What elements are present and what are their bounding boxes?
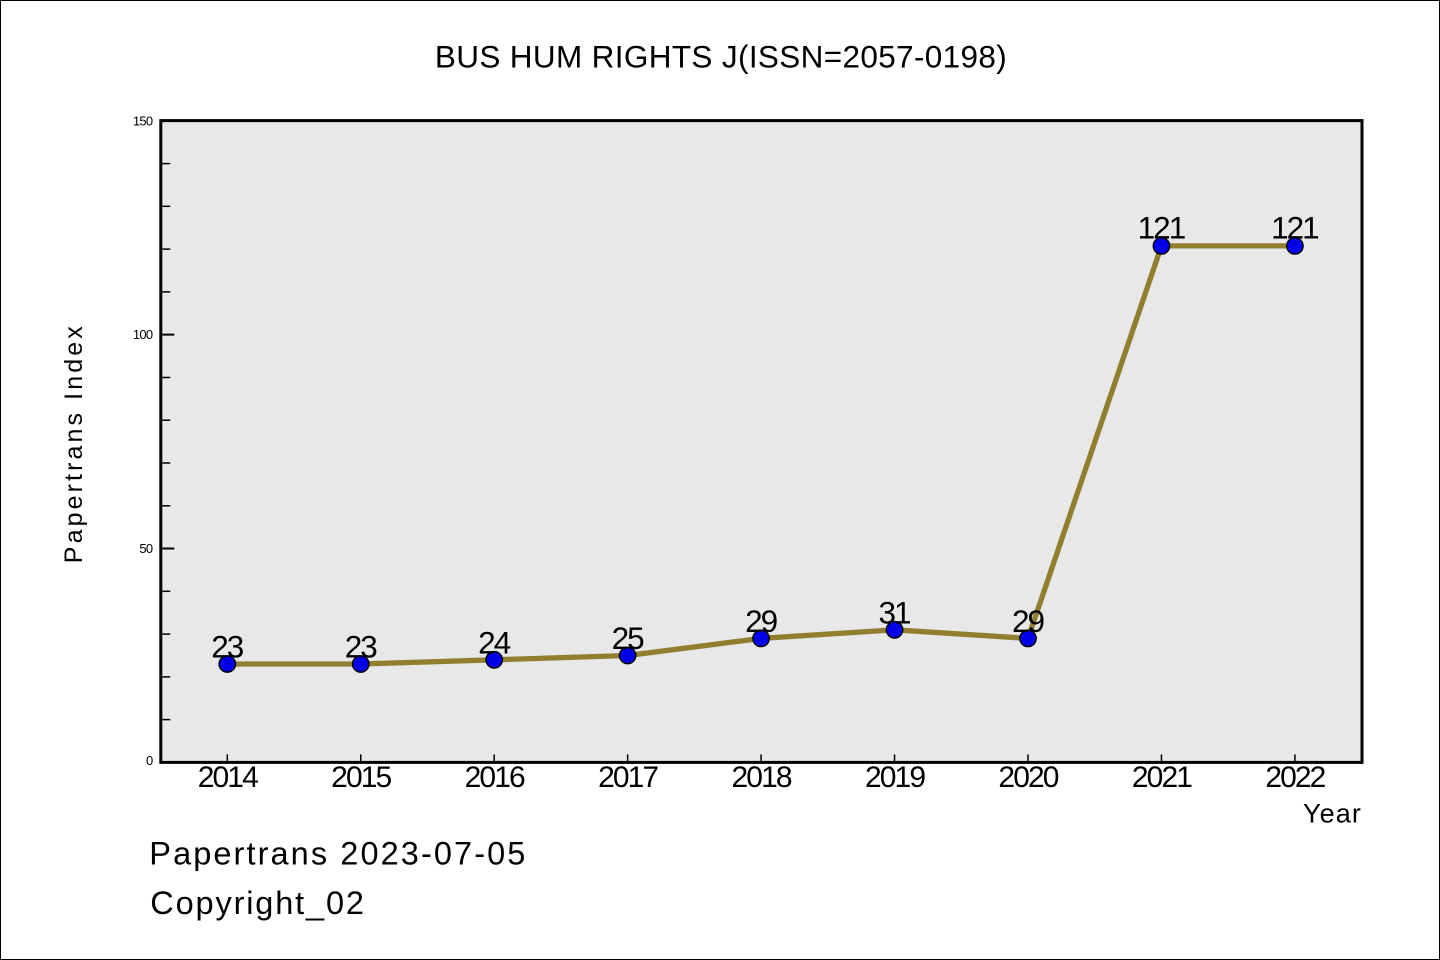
svg-text:25: 25 — [612, 620, 645, 656]
svg-text:2020: 2020 — [998, 761, 1058, 794]
svg-text:0: 0 — [146, 753, 153, 768]
svg-text:23: 23 — [211, 629, 244, 665]
svg-text:24: 24 — [478, 624, 511, 660]
svg-text:2019: 2019 — [865, 761, 925, 794]
svg-text:2022: 2022 — [1265, 761, 1325, 794]
svg-text:100: 100 — [133, 327, 153, 342]
svg-text:2021: 2021 — [1132, 761, 1192, 794]
svg-text:23: 23 — [345, 629, 378, 665]
svg-text:121: 121 — [1271, 209, 1318, 245]
svg-text:29: 29 — [1012, 603, 1045, 639]
svg-text:50: 50 — [139, 541, 153, 556]
svg-text:121: 121 — [1138, 209, 1185, 245]
svg-text:2016: 2016 — [465, 761, 525, 794]
svg-text:150: 150 — [133, 113, 153, 128]
svg-text:Papertrans Index: Papertrans Index — [60, 323, 88, 563]
svg-text:2015: 2015 — [331, 761, 391, 794]
svg-text:2018: 2018 — [732, 761, 792, 794]
svg-text:BUS HUM RIGHTS J(ISSN=2057-019: BUS HUM RIGHTS J(ISSN=2057-0198) — [435, 38, 1007, 74]
svg-text:Papertrans 2023-07-05: Papertrans 2023-07-05 — [149, 836, 527, 872]
svg-text:Copyright_02: Copyright_02 — [150, 885, 366, 921]
svg-text:2017: 2017 — [598, 761, 658, 794]
svg-text:29: 29 — [745, 603, 778, 639]
svg-text:31: 31 — [879, 594, 911, 630]
svg-text:2014: 2014 — [198, 761, 258, 794]
svg-text:Year: Year — [1303, 799, 1362, 829]
